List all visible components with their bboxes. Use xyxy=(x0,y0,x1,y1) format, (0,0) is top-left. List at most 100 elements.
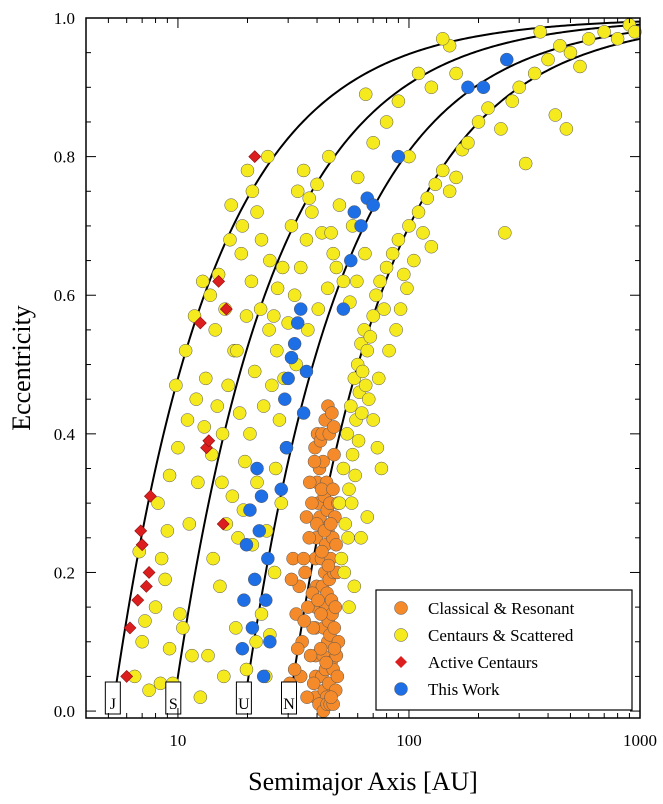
point-series-0 xyxy=(307,454,322,469)
point-series-1 xyxy=(628,25,642,39)
point-series-1 xyxy=(397,267,411,282)
point-series-1 xyxy=(180,413,195,427)
point-series-1 xyxy=(533,25,547,39)
point-series-3 xyxy=(243,503,257,517)
point-series-1 xyxy=(449,66,463,81)
point-series-1 xyxy=(505,94,520,108)
point-series-1 xyxy=(301,323,315,337)
point-series-0 xyxy=(324,690,338,704)
point-active-centaur xyxy=(134,524,148,538)
point-series-1 xyxy=(481,101,495,115)
point-series-1 xyxy=(581,32,596,46)
point-series-1 xyxy=(311,302,326,316)
point-series-1 xyxy=(354,531,368,545)
point-series-1 xyxy=(411,66,426,81)
point-series-3 xyxy=(284,350,299,365)
point-series-1 xyxy=(358,378,373,393)
point-series-1 xyxy=(428,177,443,192)
point-series-1 xyxy=(250,475,264,490)
point-series-1 xyxy=(290,184,305,199)
point-series-1 xyxy=(293,260,308,275)
y-tick-label: 0.8 xyxy=(54,148,75,167)
point-series-1 xyxy=(351,434,366,448)
point-series-1 xyxy=(347,579,362,594)
point-active-centaur xyxy=(193,316,207,330)
point-series-1 xyxy=(197,420,212,434)
point-series-1 xyxy=(287,288,302,302)
point-series-3 xyxy=(278,392,292,406)
point-active-centaur xyxy=(212,274,226,288)
point-series-1 xyxy=(203,288,218,302)
point-series-0 xyxy=(306,621,320,635)
legend-marker xyxy=(394,628,408,642)
point-series-1 xyxy=(215,475,229,490)
point-series-1 xyxy=(350,274,364,289)
point-series-3 xyxy=(476,80,491,95)
point-series-1 xyxy=(142,683,156,698)
point-series-3 xyxy=(252,524,267,538)
point-series-1 xyxy=(424,239,439,254)
point-series-0 xyxy=(311,593,325,607)
point-series-1 xyxy=(518,156,533,171)
point-series-1 xyxy=(360,510,375,524)
point-series-1 xyxy=(373,274,387,289)
point-series-3 xyxy=(261,551,275,566)
point-series-1 xyxy=(193,690,208,704)
point-series-1 xyxy=(229,621,243,635)
point-series-1 xyxy=(332,198,347,212)
point-series-1 xyxy=(302,191,316,205)
point-series-3 xyxy=(461,80,475,95)
point-series-1 xyxy=(366,413,380,427)
point-series-1 xyxy=(402,219,416,233)
point-series-0 xyxy=(327,447,341,462)
point-series-1 xyxy=(221,378,235,393)
point-series-1 xyxy=(389,323,403,337)
point-series-1 xyxy=(305,205,319,219)
point-series-1 xyxy=(201,648,215,663)
legend-label: Active Centaurs xyxy=(428,653,538,672)
point-series-1 xyxy=(435,163,450,178)
point-series-1 xyxy=(344,399,358,413)
point-series-1 xyxy=(310,177,324,192)
point-series-1 xyxy=(377,302,391,316)
point-series-1 xyxy=(213,579,227,594)
point-series-1 xyxy=(358,246,372,261)
point-series-1 xyxy=(527,66,542,81)
point-series-1 xyxy=(340,427,354,441)
point-series-1 xyxy=(244,274,259,289)
point-active-centaur xyxy=(202,434,216,448)
perihelion-curve-1 xyxy=(171,23,641,712)
point-series-3 xyxy=(336,302,351,316)
point-series-3 xyxy=(274,482,288,497)
point-series-0 xyxy=(301,600,315,614)
point-series-1 xyxy=(275,260,290,275)
point-series-0 xyxy=(313,641,328,656)
point-series-1 xyxy=(366,309,380,323)
plot-frame xyxy=(85,17,641,719)
point-series-0 xyxy=(299,510,314,524)
point-series-1 xyxy=(296,163,311,178)
point-series-0 xyxy=(306,676,321,691)
planet-label-U: U xyxy=(238,696,250,713)
point-series-1 xyxy=(158,572,172,587)
point-series-3 xyxy=(245,621,260,635)
point-series-1 xyxy=(151,496,165,510)
point-series-1 xyxy=(382,343,396,358)
point-series-0 xyxy=(302,531,316,545)
point-series-1 xyxy=(471,115,486,129)
point-series-1 xyxy=(461,136,475,150)
point-series-0 xyxy=(321,558,336,573)
point-series-3 xyxy=(256,669,271,684)
point-active-centaur xyxy=(123,621,137,635)
point-series-3 xyxy=(254,489,269,503)
point-series-1 xyxy=(272,413,287,427)
point-series-1 xyxy=(435,32,450,46)
point-series-1 xyxy=(169,378,183,393)
point-series-1 xyxy=(245,184,260,199)
point-series-1 xyxy=(135,635,149,649)
point-series-1 xyxy=(345,447,360,462)
point-series-1 xyxy=(334,551,349,566)
point-active-centaur xyxy=(120,669,134,683)
point-series-3 xyxy=(237,593,251,607)
legend-marker xyxy=(394,682,408,696)
